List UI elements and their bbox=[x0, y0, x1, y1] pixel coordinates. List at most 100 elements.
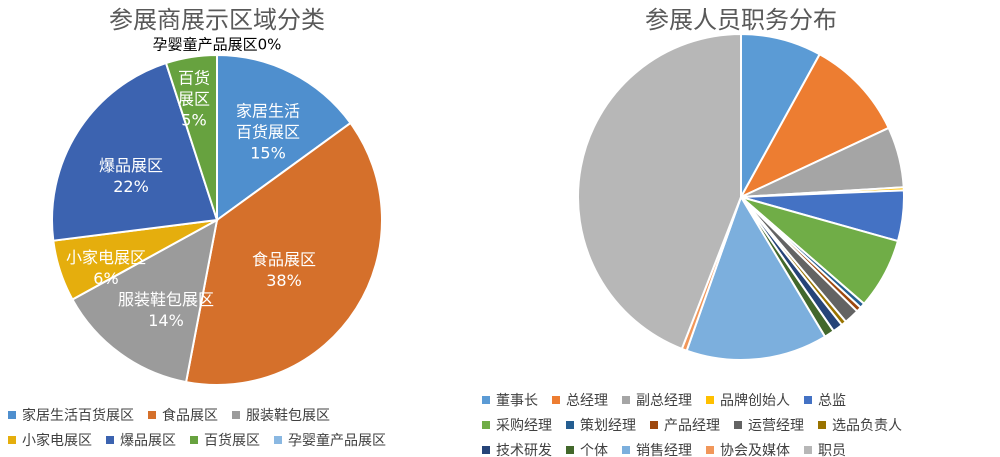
legend-label: 销售经理 bbox=[636, 443, 692, 457]
legend-swatch bbox=[274, 436, 282, 444]
legend-item: 职员 bbox=[804, 440, 846, 457]
legend-label: 总监 bbox=[818, 393, 846, 409]
legend-swatch bbox=[106, 436, 114, 444]
legend-item: 策划经理 bbox=[566, 415, 636, 435]
legend-label: 运营经理 bbox=[748, 418, 804, 434]
legend-label: 百货展区 bbox=[204, 433, 260, 449]
legend-row: 技术研发 个体 销售经理 协会及媒体 职员 bbox=[482, 440, 860, 457]
data-label-name: 食品展区 bbox=[251, 250, 316, 269]
legend-swatch bbox=[650, 421, 658, 429]
legend-label: 小家电展区 bbox=[22, 433, 92, 449]
legend-item: 选品负责人 bbox=[818, 415, 902, 435]
legend-label: 总经理 bbox=[566, 393, 608, 409]
legend-item: 采购经理 bbox=[482, 415, 552, 435]
legend-item: 百货展区 bbox=[190, 430, 260, 450]
legend-item: 服装鞋包展区 bbox=[232, 405, 330, 425]
legend-swatch bbox=[622, 396, 630, 404]
legend-item: 食品展区 bbox=[148, 405, 218, 425]
data-label: 孕婴童产品展区 0% bbox=[153, 35, 282, 56]
legend-item: 孕婴童产品展区 bbox=[274, 430, 386, 450]
legend-item: 运营经理 bbox=[734, 415, 804, 435]
legend-row: 家居生活百货展区 食品展区 服装鞋包展区 bbox=[8, 405, 344, 425]
legend-label: 选品负责人 bbox=[832, 418, 902, 434]
data-label-value: 0% bbox=[257, 35, 282, 54]
legend-label: 协会及媒体 bbox=[720, 443, 790, 457]
pie-slice bbox=[71, 218, 219, 384]
legend-item: 协会及媒体 bbox=[706, 440, 790, 457]
data-label-name: 服装鞋包展区 bbox=[117, 290, 214, 309]
data-label-name: 小家电展区 bbox=[65, 248, 146, 267]
legend-swatch bbox=[706, 446, 714, 454]
legend-swatch bbox=[734, 421, 742, 429]
legend-item: 小家电展区 bbox=[8, 430, 92, 450]
pie-slice bbox=[685, 194, 827, 361]
legend-label: 董事长 bbox=[496, 393, 538, 409]
legend-swatch bbox=[566, 421, 574, 429]
legend-item: 产品经理 bbox=[650, 415, 720, 435]
legend-item: 个体 bbox=[566, 440, 608, 457]
data-label: 食品展区 38% bbox=[234, 249, 334, 291]
legend-label: 爆品展区 bbox=[120, 433, 176, 449]
legend-swatch bbox=[482, 446, 490, 454]
legend-item: 销售经理 bbox=[622, 440, 692, 457]
legend-label: 采购经理 bbox=[496, 418, 552, 434]
pie-slice bbox=[738, 52, 890, 200]
legend-swatch bbox=[190, 436, 198, 444]
legend-swatch bbox=[622, 446, 630, 454]
legend-label: 策划经理 bbox=[580, 418, 636, 434]
legend-label: 孕婴童产品展区 bbox=[288, 433, 386, 449]
data-label-value: 5% bbox=[181, 110, 207, 130]
legend-swatch bbox=[482, 396, 490, 404]
legend-label: 副总经理 bbox=[636, 393, 692, 409]
legend-item: 总经理 bbox=[552, 390, 608, 410]
data-label-value: 15% bbox=[250, 143, 286, 163]
legend-label: 品牌创始人 bbox=[720, 393, 790, 409]
data-label-name: 孕婴童产品展区 bbox=[152, 35, 258, 54]
legend-label: 技术研发 bbox=[496, 443, 552, 457]
data-label: 服装鞋包展区 14% bbox=[101, 289, 231, 331]
legend-item: 家居生活百货展区 bbox=[8, 405, 134, 425]
legend-label: 家居生活百货展区 bbox=[22, 408, 134, 424]
data-label-value: 38% bbox=[266, 271, 302, 290]
legend-item: 总监 bbox=[804, 390, 846, 410]
legend-label: 产品经理 bbox=[664, 418, 720, 434]
legend-item: 品牌创始人 bbox=[706, 390, 790, 410]
data-label-name: 家居生活百货展区 bbox=[235, 101, 300, 142]
legend-label: 食品展区 bbox=[162, 408, 218, 424]
data-label: 百货展区 5% bbox=[175, 68, 213, 131]
legend-swatch bbox=[804, 446, 812, 454]
data-label: 爆品展区 22% bbox=[81, 155, 181, 197]
data-label: 家居生活百货展区 15% bbox=[230, 101, 306, 164]
data-label-value: 6% bbox=[93, 269, 119, 288]
legend-swatch bbox=[8, 436, 16, 444]
legend-item: 爆品展区 bbox=[106, 430, 176, 450]
legend-swatch bbox=[552, 396, 560, 404]
pie-slice bbox=[577, 32, 742, 351]
legend-swatch bbox=[148, 411, 156, 419]
legend-swatch bbox=[818, 421, 826, 429]
legend-swatch bbox=[8, 411, 16, 419]
data-label: 小家电展区 6% bbox=[56, 247, 156, 289]
pie-slice bbox=[216, 53, 352, 222]
pie-slice bbox=[184, 121, 383, 386]
legend-row: 董事长 总经理 副总经理 品牌创始人 总监 bbox=[482, 390, 860, 410]
legend-swatch bbox=[566, 446, 574, 454]
chart-title: 参展人员职务分布 bbox=[645, 6, 837, 34]
legend-item: 副总经理 bbox=[622, 390, 692, 410]
legend-label: 职员 bbox=[818, 443, 846, 457]
chart-title: 参展商展示区域分类 bbox=[109, 6, 325, 34]
data-label-value: 22% bbox=[113, 177, 149, 196]
data-label-value: 14% bbox=[148, 311, 184, 330]
pie-slice bbox=[51, 61, 219, 242]
legend-swatch bbox=[232, 411, 240, 419]
data-label-name: 爆品展区 bbox=[98, 156, 163, 175]
legend-label: 服装鞋包展区 bbox=[246, 408, 330, 424]
legend-row: 小家电展区 爆品展区 百货展区 孕婴童产品展区 bbox=[8, 430, 400, 450]
legend-item: 技术研发 bbox=[482, 440, 552, 457]
legend-item: 董事长 bbox=[482, 390, 538, 410]
data-label-name: 百货展区 bbox=[177, 68, 210, 109]
legend-row: 采购经理 策划经理 产品经理 运营经理 选品负责人 bbox=[482, 415, 916, 435]
legend-label: 个体 bbox=[580, 443, 608, 457]
